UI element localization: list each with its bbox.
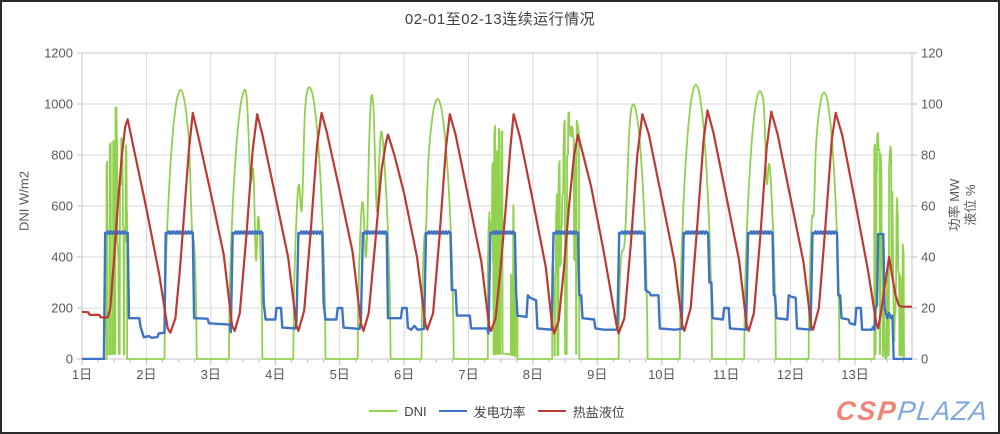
right-axis-title-level: 液位 % [963, 184, 978, 226]
legend-item-dni: DNI [369, 403, 427, 419]
svg-text:80: 80 [921, 148, 935, 163]
svg-text:4日: 4日 [265, 367, 285, 382]
legend-item-saltlevel: 热盐液位 [537, 402, 625, 421]
svg-text:400: 400 [51, 250, 73, 265]
left-axis-title: DNI W/m2 [16, 171, 32, 231]
right-axis-title: 功率 MW 液位 % [947, 179, 979, 232]
legend-label-power: 发电功率 [473, 404, 526, 420]
chart-title: 02-01至02-13连续运行情况 [404, 11, 596, 28]
power-line-swatch [438, 410, 467, 412]
svg-text:5日: 5日 [330, 367, 350, 382]
svg-text:2日: 2日 [136, 367, 156, 382]
right-axis-title-power: 功率 MW [947, 178, 962, 232]
svg-text:1200: 1200 [44, 46, 73, 61]
svg-text:12日: 12日 [777, 367, 804, 382]
svg-text:0: 0 [921, 352, 928, 367]
svg-text:1日: 1日 [72, 367, 92, 382]
svg-text:40: 40 [921, 250, 935, 265]
svg-text:11日: 11日 [713, 367, 740, 382]
csp-plaza-watermark: CSPPLAZA [834, 396, 989, 427]
legend-item-power: 发电功率 [438, 402, 526, 421]
svg-text:6日: 6日 [394, 367, 414, 382]
svg-text:8日: 8日 [523, 367, 543, 382]
csp-logo-text: CSP [834, 396, 900, 426]
saltlevel-line-swatch [537, 410, 566, 412]
svg-text:60: 60 [921, 199, 935, 214]
svg-text:1000: 1000 [44, 97, 73, 112]
svg-text:13日: 13日 [841, 367, 868, 382]
legend: DNI 发电功率 热盐液位 [82, 400, 912, 422]
svg-text:20: 20 [921, 301, 935, 316]
dni-line-swatch [369, 410, 398, 412]
svg-text:100: 100 [921, 97, 943, 112]
svg-text:3日: 3日 [201, 367, 221, 382]
legend-label-dni: DNI [404, 403, 427, 419]
svg-text:0: 0 [66, 352, 73, 367]
plaza-logo-text: PLAZA [895, 396, 990, 426]
svg-text:10日: 10日 [648, 367, 675, 382]
svg-text:800: 800 [51, 148, 73, 163]
svg-text:120: 120 [921, 46, 943, 61]
svg-text:600: 600 [51, 199, 73, 214]
svg-text:9日: 9日 [587, 367, 607, 382]
svg-text:7日: 7日 [458, 367, 478, 382]
svg-text:200: 200 [51, 301, 73, 316]
legend-label-saltlevel: 热盐液位 [572, 404, 625, 420]
